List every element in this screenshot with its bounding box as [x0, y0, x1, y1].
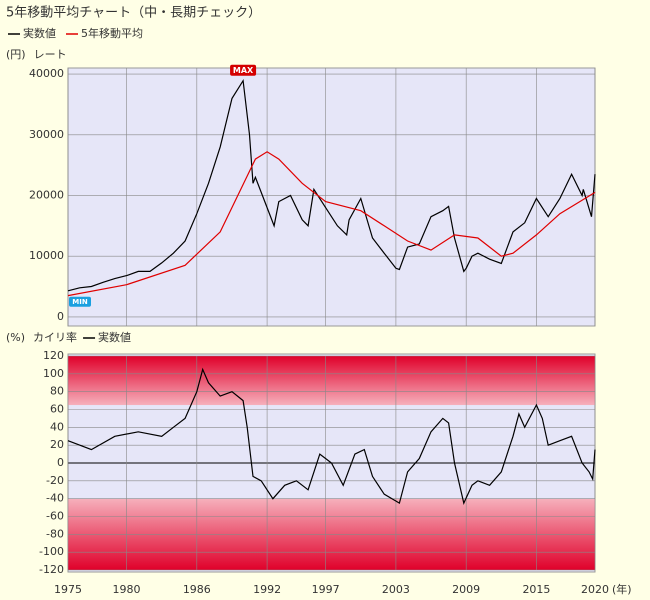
- series-line: [67, 78, 596, 292]
- y-tick-label: 20: [50, 438, 64, 451]
- y-tick-label: 20000: [29, 188, 64, 201]
- y-tick-label: 40000: [29, 67, 64, 80]
- y-tick-label: 120: [43, 349, 64, 362]
- axis-label: レート: [34, 48, 67, 61]
- x-tick-label: 1980: [113, 583, 141, 596]
- x-tick-label: 2009: [452, 583, 480, 596]
- series-line: [67, 367, 596, 505]
- y-tick-label: -100: [39, 545, 64, 558]
- y-tick-label: 80: [50, 385, 64, 398]
- y-tick-label: 40: [50, 420, 64, 433]
- y-tick-label: 60: [50, 403, 64, 416]
- y-tick-label: -60: [46, 510, 64, 523]
- band: [68, 356, 595, 406]
- y-tick-label: 100: [43, 367, 64, 380]
- legend-label: 実数値: [23, 26, 56, 40]
- y-tick-label: 0: [57, 456, 64, 469]
- chart-title: 5年移動平均チャート（中・長期チェック）: [6, 6, 261, 21]
- x-tick-label: 2003: [382, 583, 410, 596]
- plot-area: [67, 67, 596, 327]
- x-tick-label: 1997: [312, 583, 340, 596]
- y-tick-label: -40: [46, 492, 64, 505]
- x-tick-label: 1975: [54, 583, 82, 596]
- series-line: [67, 151, 596, 297]
- min-badge: [69, 296, 91, 307]
- max-badge: [230, 64, 257, 76]
- x-tick-label: 1992: [253, 583, 281, 596]
- y-tick-label: 0: [57, 310, 64, 323]
- y-tick-label: -20: [46, 474, 64, 487]
- x-tick-label: 1986: [183, 583, 211, 596]
- x-tick-label: 2020: [581, 583, 609, 596]
- max-label: MAX: [233, 66, 254, 75]
- axis-label: カイリ率: [33, 330, 77, 344]
- y-tick-label: 30000: [29, 128, 64, 141]
- y-tick-label: 10000: [29, 249, 64, 262]
- y-tick-label: -120: [39, 563, 64, 576]
- legend-label: 5年移動平均: [81, 26, 143, 40]
- y-tick-label: -80: [46, 527, 64, 540]
- legend-label: 実数値: [98, 330, 131, 344]
- min-label: MIN: [72, 298, 88, 306]
- x-tick-label: 2015: [522, 583, 550, 596]
- x-unit: (年): [612, 582, 632, 596]
- axis-unit: (%): [6, 331, 25, 344]
- axis-unit: (円): [6, 48, 26, 61]
